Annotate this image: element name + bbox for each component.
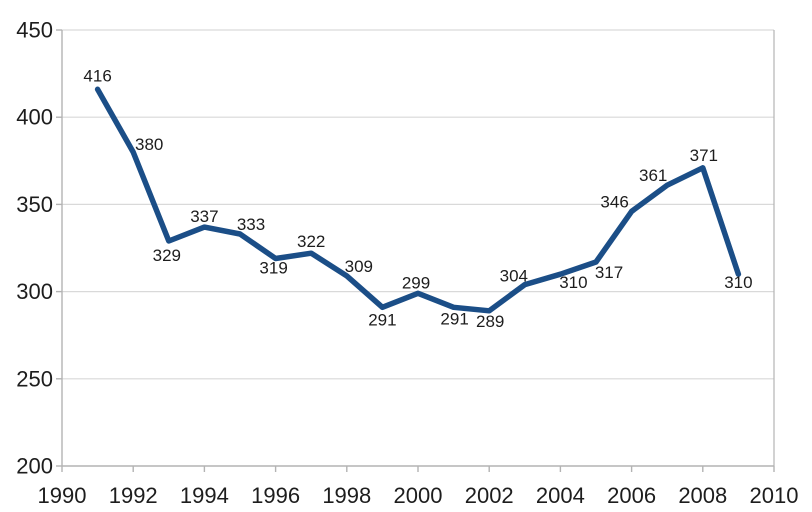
x-axis-group: 1990 1992 1994 1996 1998 2000 2002 2004 2006 2008… — [38, 466, 799, 508]
x-tick-label: 1998 — [322, 483, 371, 508]
gridlines-group — [62, 29, 774, 380]
x-tick-label: 2008 — [678, 483, 727, 508]
data-point-label: 309 — [345, 257, 373, 276]
x-tick-label: 2010 — [750, 483, 799, 508]
x-tick-label: 1994 — [180, 483, 229, 508]
data-point-label: 416 — [83, 66, 111, 85]
data-point-label: 317 — [595, 263, 623, 282]
data-labels-group: 416 380 329 337 333 319 322 309 291 299 291 289 304 3… — [83, 66, 752, 330]
y-tick-label: 250 — [16, 366, 53, 391]
y-tick-label: 300 — [16, 279, 53, 304]
y-tick-label: 200 — [16, 453, 53, 478]
x-tick-label: 2006 — [607, 483, 656, 508]
data-point-label: 361 — [639, 166, 667, 185]
data-point-label: 371 — [690, 146, 718, 165]
data-point-label: 333 — [237, 215, 265, 234]
x-tick-label: 2000 — [394, 483, 443, 508]
data-point-label: 310 — [724, 273, 752, 292]
x-tick-label: 2004 — [536, 483, 585, 508]
data-series-line — [94, 86, 742, 314]
x-tick-label: 1990 — [38, 483, 87, 508]
y-tick-label: 350 — [16, 192, 53, 217]
data-point-label: 329 — [153, 246, 181, 265]
y-tick-label: 400 — [16, 105, 53, 130]
data-point-label: 299 — [402, 273, 430, 292]
x-tick-label: 1996 — [251, 483, 300, 508]
data-point-label: 337 — [190, 207, 218, 226]
data-point-label: 291 — [440, 309, 468, 328]
data-point-label: 346 — [600, 192, 628, 211]
data-point-label: 304 — [500, 267, 528, 286]
data-point-label: 310 — [559, 273, 587, 292]
y-axis-group: 200 250 300 350 400 450 — [16, 17, 62, 478]
data-point-label: 322 — [297, 232, 325, 251]
data-point-label: 289 — [476, 312, 504, 331]
y-tick-label: 450 — [16, 17, 53, 42]
x-tick-label: 2002 — [465, 483, 514, 508]
data-point-label: 380 — [135, 135, 163, 154]
x-tick-label: 1992 — [109, 483, 158, 508]
data-point-label: 291 — [368, 310, 396, 329]
data-point-label: 319 — [259, 258, 287, 277]
